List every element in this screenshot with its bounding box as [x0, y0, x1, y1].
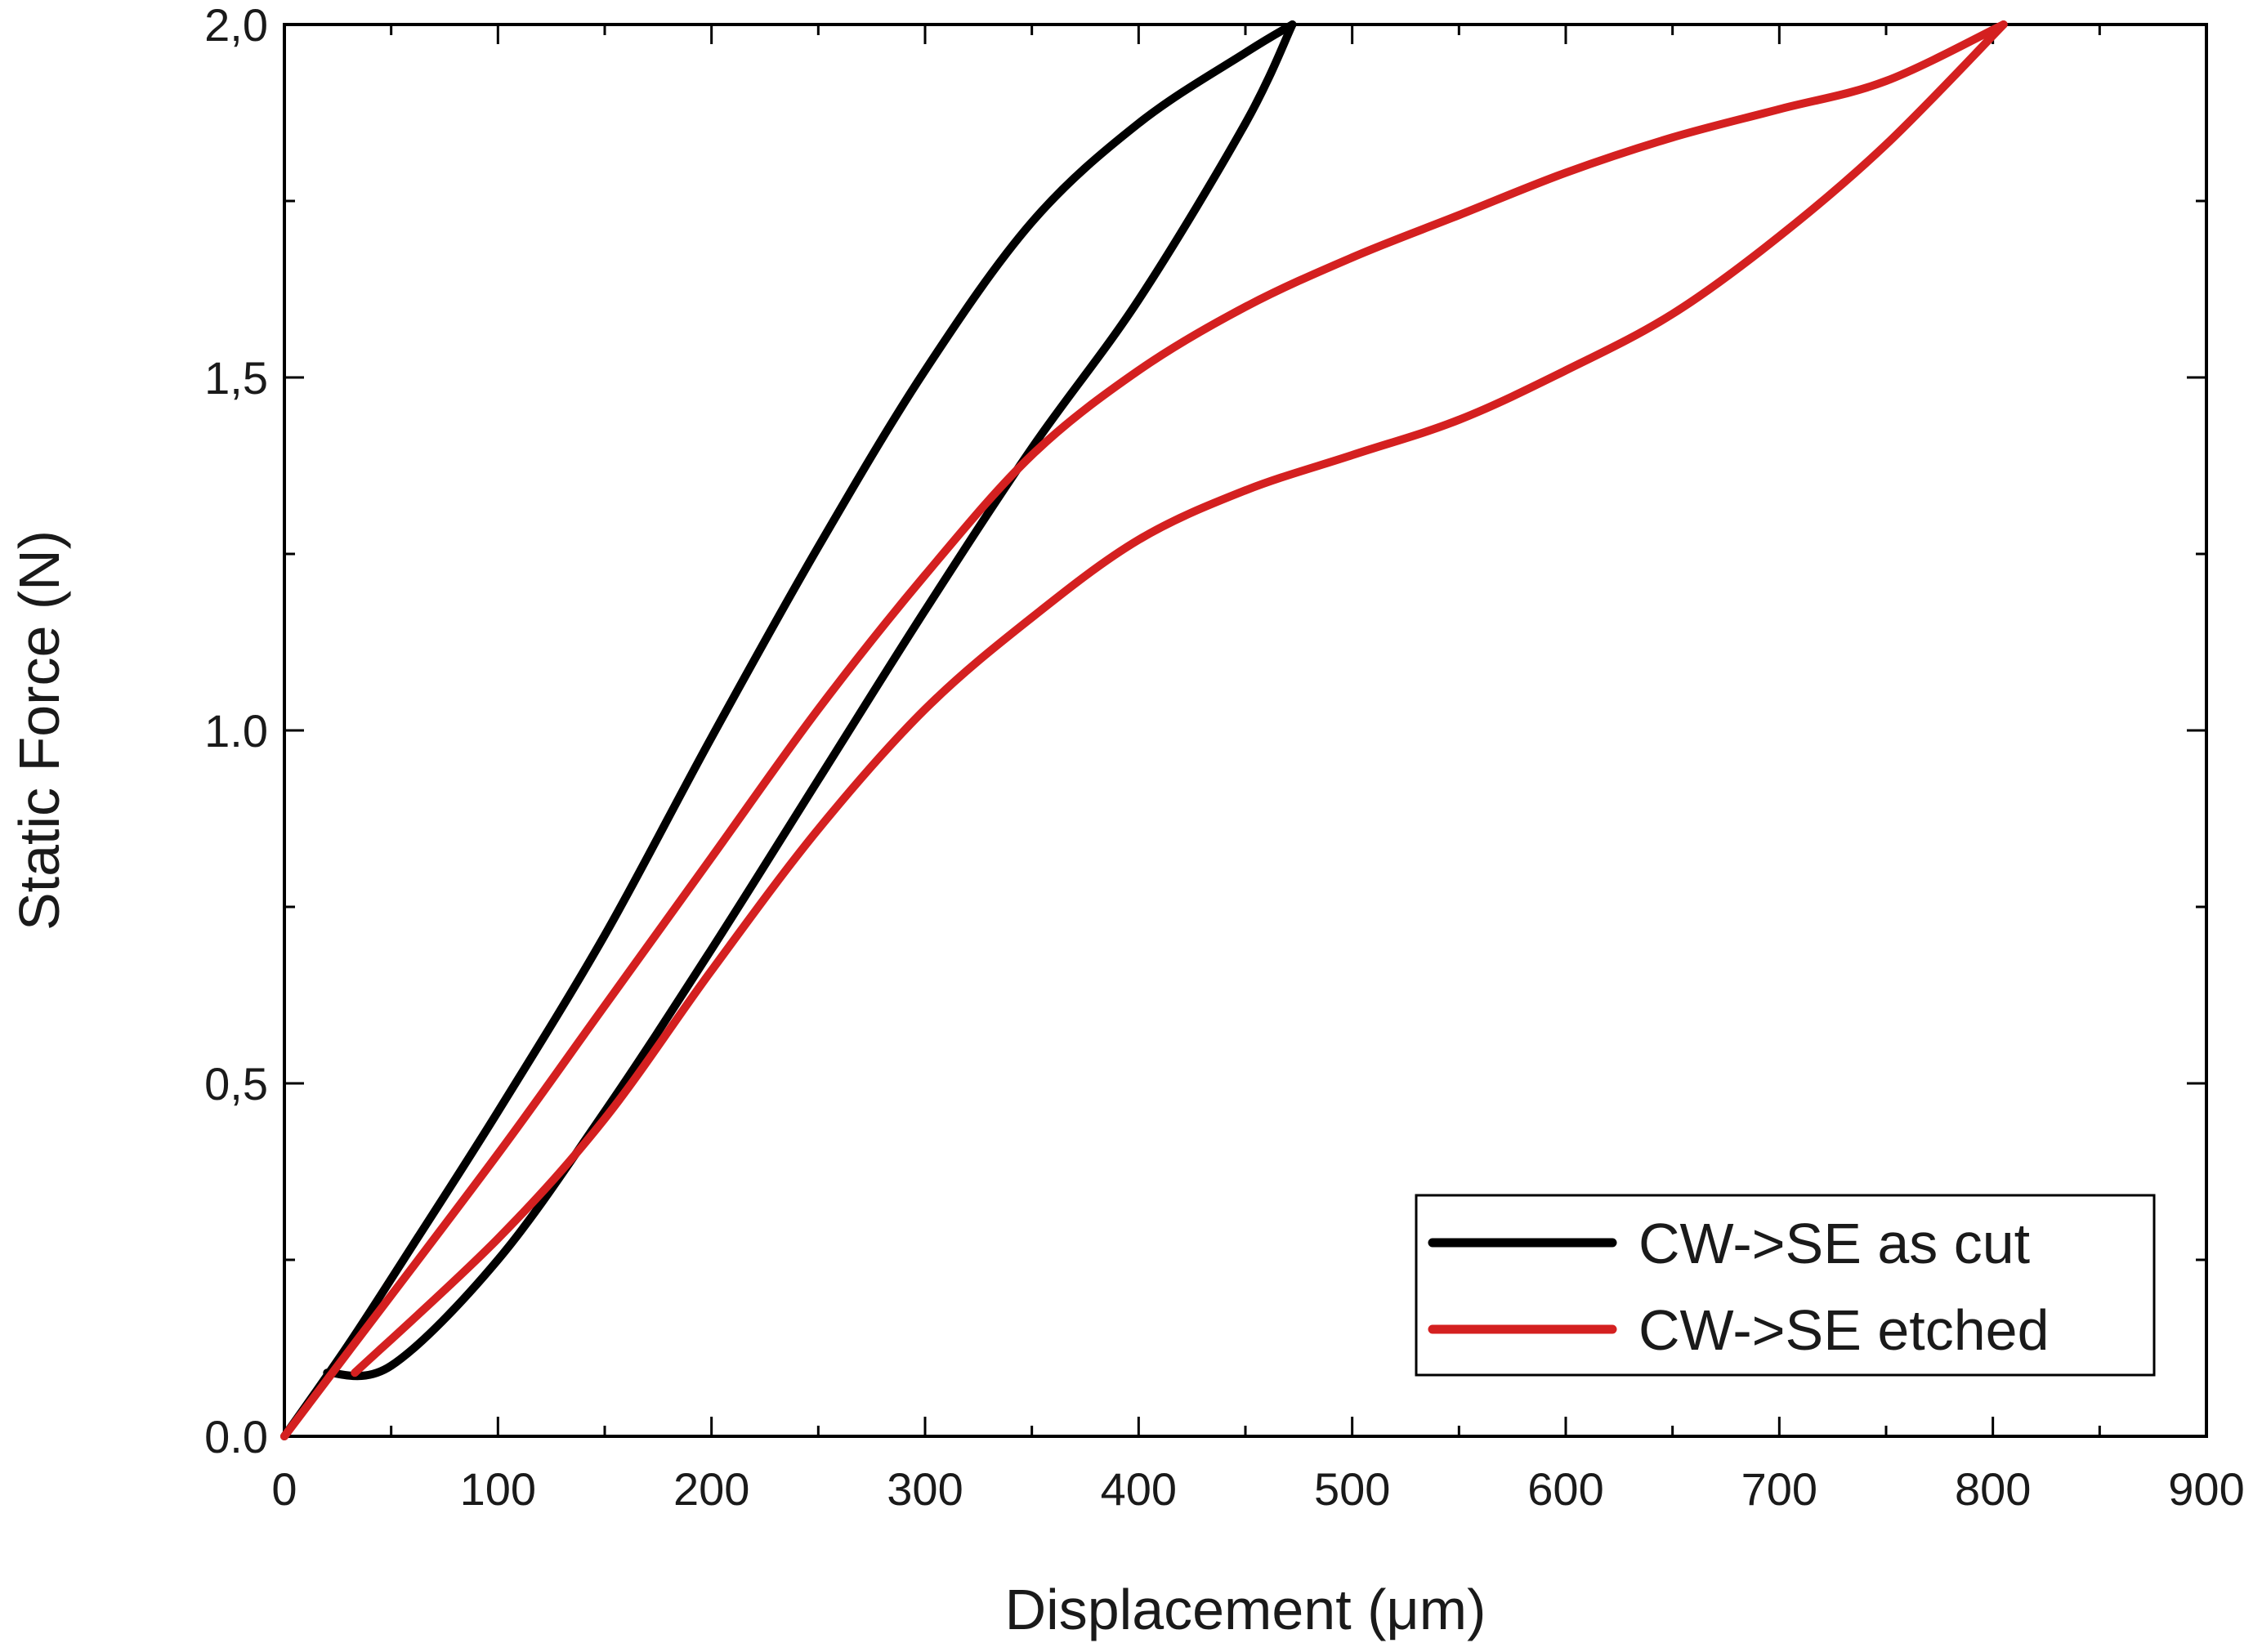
legend-label-etched: CW->SE etched — [1638, 1298, 2050, 1362]
y-tick-label: 1.0 — [204, 705, 268, 757]
x-tick-label: 900 — [2168, 1463, 2244, 1515]
axis-ticks — [283, 23, 2208, 1438]
series-etched-loading-line — [280, 20, 2008, 1440]
x-tick-label: 300 — [887, 1463, 963, 1515]
x-tick-label: 700 — [1741, 1463, 1817, 1515]
y-tick-label: 0.0 — [204, 1411, 268, 1462]
x-tick-label: 100 — [460, 1463, 536, 1515]
y-tick-labels: 0.0 0,5 1.0 1,5 2,0 — [204, 0, 268, 1462]
x-tick-label: 0 — [271, 1463, 297, 1515]
x-tick-labels: 0 100 200 300 400 500 600 700 800 900 — [271, 1463, 2244, 1515]
legend-box — [1415, 1194, 2156, 1377]
y-tick-label: 2,0 — [204, 0, 268, 51]
legend-label-as-cut: CW->SE as cut — [1638, 1212, 2030, 1275]
x-tick-label: 800 — [1955, 1463, 2031, 1515]
legend: CW->SE as cut CW->SE etched — [1415, 1194, 2156, 1377]
y-tick-label: 0,5 — [204, 1058, 268, 1110]
series-layer — [280, 20, 2008, 1440]
x-tick-label: 400 — [1101, 1463, 1177, 1515]
x-tick-label: 200 — [673, 1463, 749, 1515]
x-tick-label: 500 — [1314, 1463, 1390, 1515]
series-as-cut-unloading-line — [323, 20, 1297, 1381]
series-etched-unloading-line — [351, 20, 2008, 1377]
y-axis-title: Static Force (N) — [7, 530, 71, 931]
y-tick-label: 1,5 — [204, 352, 268, 404]
x-axis-title: Displacement (μm) — [1005, 1578, 1486, 1641]
x-tick-label: 600 — [1527, 1463, 1603, 1515]
series-as-cut-loading-line — [280, 20, 1297, 1440]
